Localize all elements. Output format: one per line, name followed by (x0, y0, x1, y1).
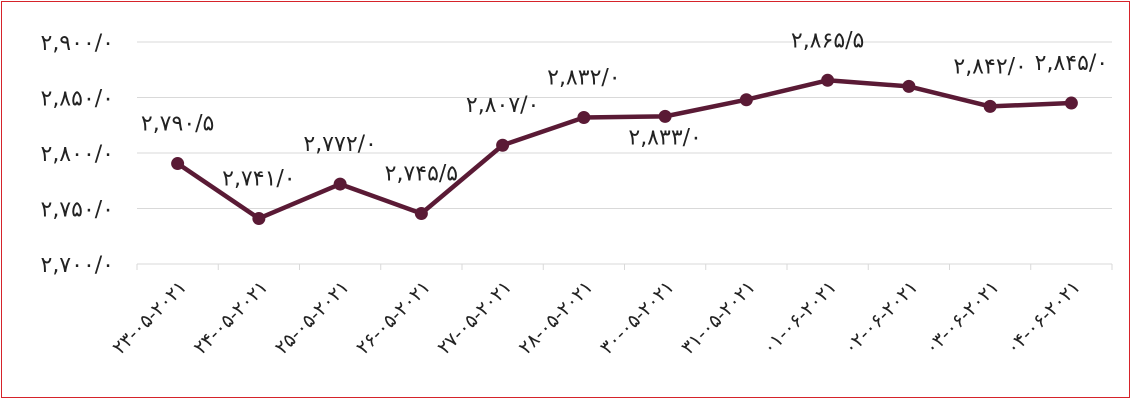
x-tick-label: ۲۶-۰۵-۲۰۲۱ (352, 276, 435, 359)
data-label: ۲,۷۹۰/۵ (141, 112, 215, 137)
x-tick-label: ۲۳-۰۵-۲۰۲۱ (108, 276, 191, 359)
data-point (658, 109, 672, 123)
data-label: ۲,۸۰۷/۰ (466, 93, 540, 118)
y-tick-label: ۲,۸۰۰/۰ (41, 142, 115, 167)
data-point (414, 206, 428, 220)
data-point (821, 73, 835, 87)
data-label: ۲,۷۴۱/۰ (222, 166, 296, 191)
x-tick-label: ۲۸-۰۵-۲۰۲۱ (514, 276, 597, 359)
series-points (171, 73, 1078, 225)
x-tick-label: ۲۴-۰۵-۲۰۲۱ (189, 276, 272, 359)
x-tick-label: ۳۰-۰۵-۲۰۲۱ (596, 276, 679, 359)
data-label: ۲,۸۴۲/۰ (953, 54, 1027, 79)
data-point (577, 110, 591, 124)
data-point (171, 157, 185, 171)
data-label: ۲,۸۳۳/۰ (628, 125, 702, 150)
x-tick-label: ۲۷-۰۵-۲۰۲۱ (433, 276, 516, 359)
x-tick-label: ۰۴-۰۶-۲۰۲۱ (1002, 276, 1085, 359)
y-tick-label: ۲,۷۰۰/۰ (41, 253, 115, 278)
data-point (252, 211, 266, 225)
y-axis-ticks: ۲,۷۰۰/۰ ۲,۷۵۰/۰ ۲,۸۰۰/۰ ۲,۸۵۰/۰ ۲,۹۰۰/۰ (41, 31, 115, 278)
y-tick-label: ۲,۹۰۰/۰ (41, 31, 115, 56)
data-point (983, 99, 997, 113)
y-tick-label: ۲,۷۵۰/۰ (41, 198, 115, 223)
data-point (333, 177, 347, 191)
data-label: ۲,۸۴۵/۰ (1035, 51, 1109, 76)
data-point (739, 93, 753, 107)
data-label: ۲,۷۷۲/۰ (303, 132, 377, 157)
data-point (1064, 96, 1078, 110)
data-label: ۲,۸۶۵/۵ (791, 28, 865, 53)
y-tick-label: ۲,۸۵۰/۰ (41, 87, 115, 112)
data-point (902, 79, 916, 93)
data-label: ۲,۷۴۵/۵ (385, 161, 459, 186)
data-labels: ۲,۷۹۰/۵ ۲,۷۴۱/۰ ۲,۷۷۲/۰ ۲,۷۴۵/۵ ۲,۸۰۷/۰ ۲,۸۳۲… (141, 28, 1108, 191)
x-tick-label: ۰۲-۰۶-۲۰۲۱ (839, 276, 922, 359)
x-tick-label: ۳۱-۰۵-۲۰۲۱ (677, 276, 760, 359)
x-tick-label: ۲۵-۰۵-۲۰۲۱ (271, 276, 354, 359)
data-label: ۲,۸۳۲/۰ (547, 65, 621, 90)
series-line (175, 78, 1074, 221)
x-tick-label: ۰۳-۰۶-۲۰۲۱ (921, 276, 1004, 359)
x-axis-ticks: ۲۳-۰۵-۲۰۲۱۲۴-۰۵-۲۰۲۱۲۵-۰۵-۲۰۲۱۲۶-۰۵-۲۰۲۱… (108, 264, 1113, 359)
data-point (496, 138, 510, 152)
x-tick-label: ۰۱-۰۶-۲۰۲۱ (758, 276, 841, 359)
series-line-layer (175, 78, 1074, 221)
